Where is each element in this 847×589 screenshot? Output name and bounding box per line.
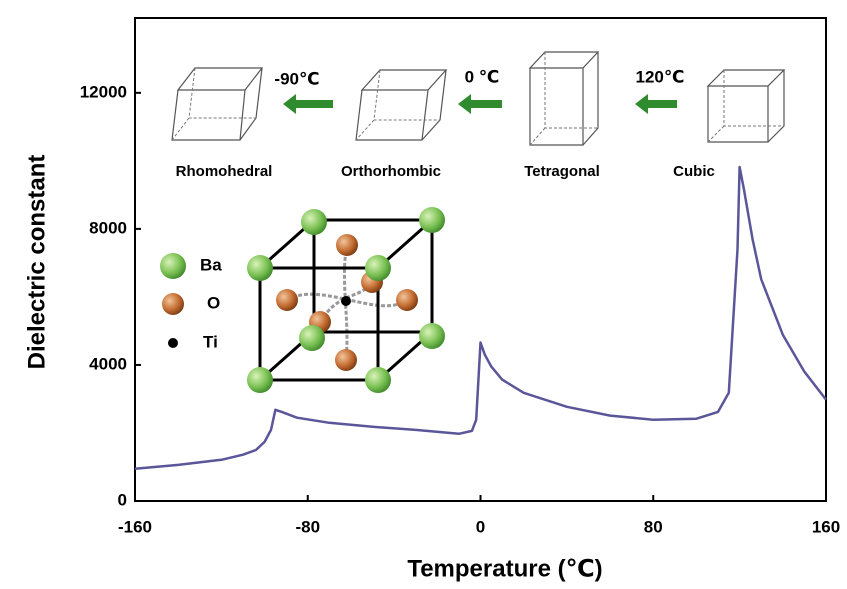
x-tick-label: 80 [644, 517, 663, 536]
transition-label: 0 ℃ [465, 67, 500, 86]
atom-label: Ti [203, 332, 218, 351]
phase-label: Orthorhombic [341, 163, 441, 180]
atom-label: Ba [200, 255, 222, 274]
phase-label: Cubic [673, 163, 715, 180]
x-tick-label: -80 [295, 517, 320, 536]
cubic-cube [708, 70, 784, 142]
phase-label: Tetragonal [524, 163, 600, 180]
y-tick-label: 12000 [80, 82, 127, 101]
data-line [135, 167, 826, 469]
transition-label: -90℃ [274, 69, 319, 88]
tetragonal-cube [530, 52, 598, 145]
orthorhombic-cube [356, 70, 446, 140]
y-tick-label: 4000 [89, 354, 127, 373]
y-tick-label: 0 [118, 490, 127, 509]
transition-label: 120℃ [636, 67, 685, 86]
x-tick-label: 160 [812, 517, 840, 536]
x-tick-label: -160 [118, 517, 152, 536]
chart: -90℃ 0 ℃ 120℃ Rhomohedral Orthorhombic T… [0, 0, 847, 589]
y-tick-label: 8000 [89, 218, 127, 237]
rhombohedral-cube [172, 68, 262, 140]
x-tick-label: 0 [476, 517, 485, 536]
atom-label: O [207, 293, 220, 312]
phase-label: Rhomohedral [176, 163, 273, 180]
crystal-inset [160, 207, 445, 393]
x-axis-label: Temperature (℃) [407, 555, 602, 582]
y-axis-label: Dielectric constant [23, 155, 50, 370]
transition-arrows [283, 94, 677, 114]
